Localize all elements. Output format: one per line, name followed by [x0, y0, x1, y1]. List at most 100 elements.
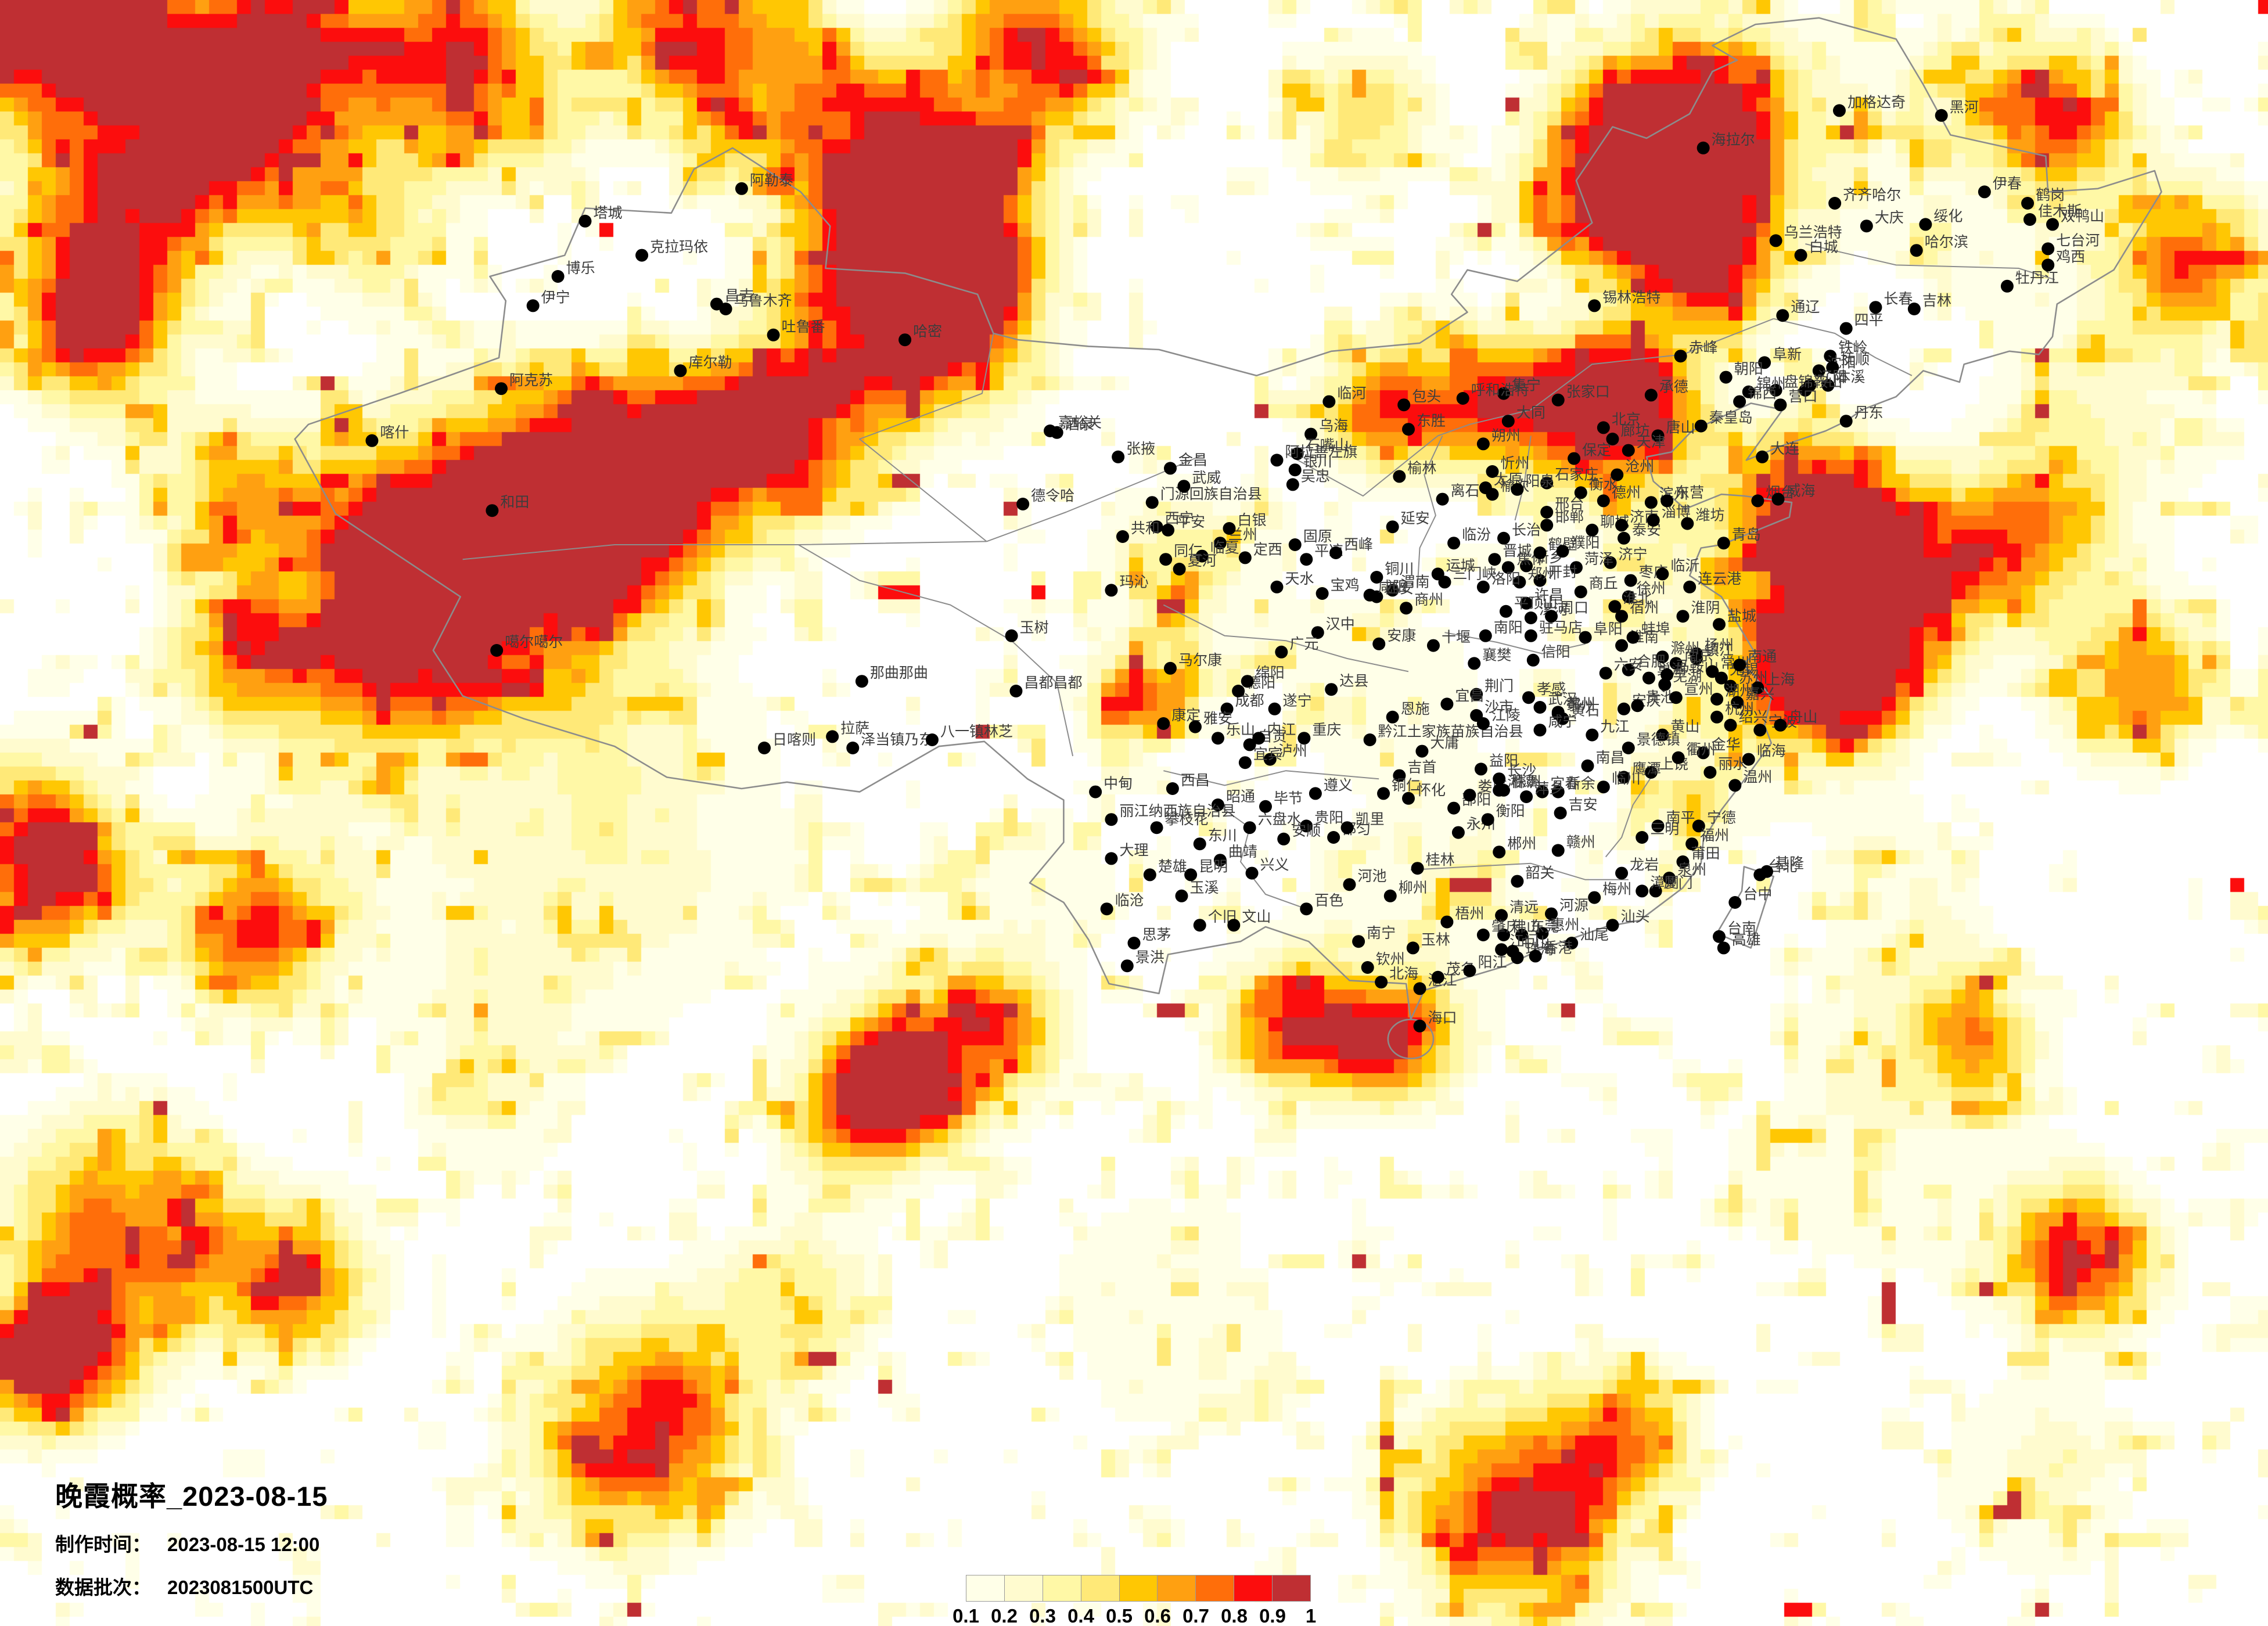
city-label: 中甸	[1104, 776, 1133, 792]
city-label: 鹤岗	[2036, 187, 2065, 203]
city-marker: 蚌埠	[1626, 621, 1670, 644]
city-label: 临河	[1337, 386, 1366, 402]
city-dot	[1660, 494, 1674, 508]
city-marker: 忻州	[1486, 455, 1530, 478]
city-dot	[1540, 519, 1554, 532]
city-label: 定西	[1253, 541, 1282, 557]
city-dot	[1463, 964, 1476, 977]
city-dot	[1685, 837, 1699, 851]
city-dot	[1009, 685, 1023, 697]
city-dot	[490, 644, 504, 657]
city-marker: 玉树	[1005, 620, 1049, 642]
city-label: 衡阳	[1496, 803, 1525, 819]
city-marker: 抚顺	[1826, 351, 1870, 374]
city-label: 沙市	[1485, 699, 1514, 715]
city-marker: 淮阴	[1676, 600, 1720, 623]
city-marker: 张掖	[1112, 441, 1155, 463]
city-label: 商丘	[1589, 575, 1618, 592]
city-label: 伊春	[1993, 175, 2022, 192]
city-marker: 台南	[1712, 920, 1756, 943]
city-dot	[1568, 452, 1581, 465]
city-label: 库尔勒	[689, 354, 732, 370]
city-dot	[1910, 244, 1923, 257]
city-marker: 赣州	[1551, 834, 1595, 857]
city-label: 北海	[1389, 966, 1418, 982]
city-label: 安顺	[1292, 823, 1321, 839]
city-dot	[1978, 185, 1991, 199]
city-marker: 加格达奇	[1832, 94, 1906, 117]
city-marker: 库尔勒	[674, 354, 732, 377]
city-label: 佛山	[1512, 919, 1541, 935]
city-dot	[1597, 780, 1610, 794]
city-label: 铁岭	[1838, 340, 1867, 356]
city-marker: 昆明	[1184, 858, 1228, 882]
city-marker: 鹰潭	[1617, 761, 1661, 784]
city-label: 哈尔滨	[1925, 234, 1968, 250]
city-dot	[925, 733, 939, 746]
city-dot	[1644, 766, 1658, 779]
city-dot	[1690, 652, 1703, 665]
city-marker: 绵阳	[1241, 665, 1285, 688]
city-label: 呼和浩特	[1471, 382, 1529, 398]
city-label: 长沙	[1507, 762, 1536, 779]
city-label: 衢州	[1687, 742, 1716, 758]
city-dot	[1188, 720, 1202, 733]
city-dot	[1300, 553, 1313, 566]
city-label: 临海	[1757, 743, 1786, 760]
city-dot	[1622, 742, 1635, 754]
legend-color-cell	[1119, 1575, 1158, 1601]
city-dot	[1143, 868, 1156, 882]
city-label: 鹰潭	[1632, 761, 1661, 777]
city-label: 襄樊	[1482, 647, 1511, 663]
city-dot	[1311, 626, 1324, 639]
city-dot	[1400, 602, 1413, 615]
city-dot	[1375, 976, 1388, 989]
city-dot	[1411, 862, 1424, 875]
city-dot	[1499, 605, 1512, 618]
city-marker: 大庸	[1415, 735, 1459, 758]
city-label: 许昌	[1534, 587, 1563, 603]
city-marker: 三明	[1636, 821, 1679, 844]
city-dot	[1672, 751, 1685, 764]
city-label: 博乐	[566, 260, 595, 276]
city-dot	[1649, 884, 1662, 898]
city-dot	[1150, 821, 1163, 834]
city-marker: 重庆	[1297, 722, 1341, 745]
city-marker: 夏河	[1173, 553, 1217, 575]
city-label: 丽江纳西族自治县	[1119, 803, 1235, 819]
city-dot	[1386, 584, 1399, 597]
city-label: 盐城	[1727, 608, 1756, 624]
city-label: 秦皇岛	[1709, 410, 1753, 426]
city-label: 金华	[1712, 736, 1741, 753]
city-dot	[2000, 279, 2014, 293]
city-label: 东莞	[1530, 919, 1559, 935]
city-label: 合肥	[1637, 654, 1666, 670]
city-dot	[1340, 821, 1354, 834]
city-dot	[1565, 937, 1579, 949]
city-dot	[1377, 787, 1390, 800]
city-marker: 天津	[1622, 434, 1666, 457]
city-marker: 钦州	[1361, 951, 1405, 974]
city-dot	[1481, 813, 1494, 826]
city-label: 赤峰	[1689, 340, 1718, 356]
city-dot	[1832, 104, 1846, 117]
city-dot	[1413, 982, 1426, 995]
city-dot	[1839, 415, 1853, 428]
city-dot	[1651, 429, 1665, 443]
city-marker: 龙岩	[1615, 857, 1659, 880]
city-dot	[1569, 561, 1583, 574]
city-label: 东川	[1208, 828, 1237, 844]
city-marker: 濮阳	[1556, 535, 1600, 558]
city-label: 恩施	[1401, 701, 1430, 717]
city-marker: 郑州	[1513, 566, 1557, 589]
city-dot	[1608, 600, 1622, 613]
city-label: 玛沁	[1119, 574, 1148, 590]
city-dot	[1742, 753, 1755, 766]
city-label: 抚顺	[1841, 351, 1870, 368]
city-dot	[1545, 907, 1558, 920]
city-label: 南平	[1666, 810, 1695, 826]
city-dot	[1463, 789, 1476, 802]
city-dot	[1016, 498, 1030, 510]
city-dot	[1579, 631, 1592, 644]
city-marker: 阳泉	[1511, 473, 1554, 496]
